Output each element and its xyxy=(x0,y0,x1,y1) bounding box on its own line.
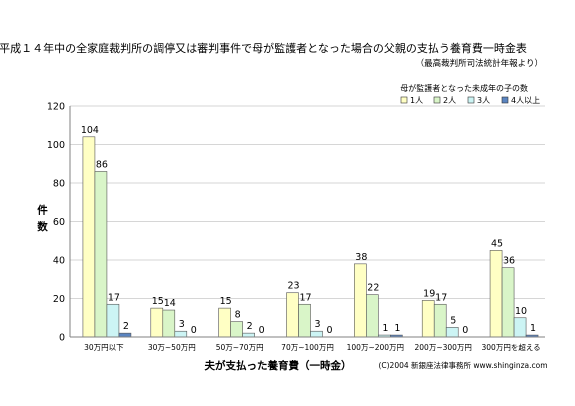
bar xyxy=(118,332,132,338)
legend-label: 4人以上 xyxy=(511,96,540,105)
y-axis: 0 20 40 60 80 100 120 xyxy=(47,102,71,344)
data-label: 2 xyxy=(247,321,253,332)
data-label: 17 xyxy=(108,292,120,303)
y-tick-label: 60 xyxy=(53,217,65,228)
data-label: 0 xyxy=(462,325,468,336)
legend: 1人 2人 3人 4人以上 xyxy=(400,96,540,105)
x-tick-label: 200万~300万円 xyxy=(415,343,472,352)
chart-subtitle: （最高裁判所司法統計年報より） xyxy=(416,58,543,69)
data-label: 8 xyxy=(235,310,241,321)
y-tick-label: 40 xyxy=(53,256,65,267)
data-label: 15 xyxy=(152,296,164,307)
bar xyxy=(218,307,231,338)
bar xyxy=(286,292,299,338)
legend-label: 1人 xyxy=(410,96,423,105)
bar xyxy=(150,307,164,338)
data-label: 86 xyxy=(96,159,108,170)
data-label: 36 xyxy=(503,256,515,267)
data-label: 1 xyxy=(394,323,400,334)
chart-title: 平成１４年中の全家庭裁判所の調停又は審判事件で母が監護者となった場合の父親の支払… xyxy=(0,41,527,55)
x-tick-label: 300万円を超える xyxy=(482,343,541,352)
y-tick-label: 100 xyxy=(47,140,65,151)
x-tick-label: 50万~70万円 xyxy=(216,343,264,352)
y-axis-label: 件数 xyxy=(36,204,48,238)
bar xyxy=(513,317,527,338)
bar xyxy=(366,294,379,338)
data-label: 3 xyxy=(179,319,185,330)
bar xyxy=(421,300,435,338)
bar xyxy=(433,303,447,338)
bar xyxy=(298,303,311,338)
data-label: 0 xyxy=(326,325,332,336)
y-tick-label: 120 xyxy=(47,102,65,113)
data-label: 3 xyxy=(314,319,320,330)
x-axis-label: 夫が支払った養育費（一時金） xyxy=(205,359,352,372)
x-tick-label: 30万~50万円 xyxy=(148,343,196,352)
data-label: 5 xyxy=(450,315,456,326)
x-tick-label: 30万円以下 xyxy=(84,343,124,352)
data-label: 104 xyxy=(81,125,99,136)
data-label: 38 xyxy=(355,252,367,263)
legend-label: 2人 xyxy=(443,96,456,105)
data-label: 0 xyxy=(259,325,265,336)
gridlines xyxy=(70,105,545,338)
legend-swatch xyxy=(433,96,441,104)
y-tick-label: 0 xyxy=(59,333,65,344)
data-label: 22 xyxy=(367,283,379,294)
x-tick-label: 70万~100万円 xyxy=(281,343,334,352)
bar xyxy=(230,321,243,338)
data-label: 0 xyxy=(191,325,197,336)
bar xyxy=(501,267,515,338)
data-label: 14 xyxy=(164,298,176,309)
legend-label: 3人 xyxy=(477,96,490,105)
x-tick-label: 100万~200万円 xyxy=(347,343,404,352)
legend-title: 母が監護者となった未成年の子の数 xyxy=(400,83,528,93)
data-label: 1 xyxy=(530,323,536,334)
data-label: 19 xyxy=(423,288,435,299)
bar xyxy=(174,330,188,338)
bar xyxy=(310,330,323,338)
data-label: 17 xyxy=(299,292,311,303)
bar xyxy=(354,263,367,338)
legend-swatch xyxy=(467,96,475,104)
legend-swatch xyxy=(501,96,509,104)
x-axis: 30万円以下 30万~50万円 50万~70万円 70万~100万円 100万~200万… xyxy=(70,336,545,352)
data-label: 2 xyxy=(123,321,129,332)
bar xyxy=(242,332,255,338)
bar xyxy=(94,171,108,338)
bar xyxy=(162,309,176,338)
y-tick-label: 80 xyxy=(53,179,65,190)
legend-swatch xyxy=(400,96,408,104)
bar xyxy=(445,327,459,338)
data-label: 45 xyxy=(491,238,503,249)
data-label: 23 xyxy=(287,281,299,292)
data-label: 15 xyxy=(220,296,232,307)
credit-text: (C)2004 新銀座法律事務所 www.shinginza.com xyxy=(378,360,547,370)
bar xyxy=(106,303,120,338)
data-label: 10 xyxy=(515,306,527,317)
bar xyxy=(489,250,503,338)
y-tick-label: 20 xyxy=(53,294,65,305)
data-label: 1 xyxy=(382,323,388,334)
data-label: 17 xyxy=(435,292,447,303)
bar xyxy=(82,136,96,338)
